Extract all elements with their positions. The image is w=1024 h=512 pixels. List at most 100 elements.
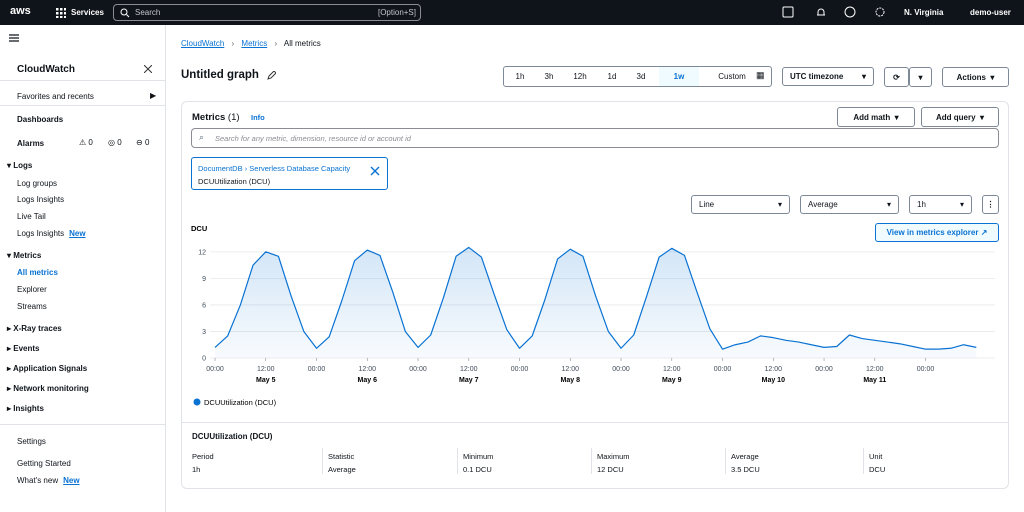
statistic[interactable]: Average ▾ <box>800 195 899 214</box>
edit-icon[interactable] <box>267 71 276 80</box>
top-icons <box>782 6 885 18</box>
crumb[interactable]: Metrics <box>241 39 268 48</box>
label: Actions <box>956 72 986 82</box>
add-math[interactable]: Add math ▾ <box>837 107 915 127</box>
label: Events <box>13 344 40 353</box>
crumb[interactable]: CloudWatch <box>181 39 225 48</box>
search-icon <box>120 8 130 18</box>
nav-group[interactable]: ▸ Events <box>7 344 40 353</box>
more[interactable]: ⋮ <box>982 195 999 214</box>
label: UTC timezone <box>790 72 844 81</box>
metrics-panel: Metrics (1) Info Add math ▾ Add query ▾ … <box>181 101 1009 489</box>
region[interactable]: N. Virginia <box>904 8 944 17</box>
summary-value: 12 DCU <box>597 465 624 474</box>
refresh-menu[interactable]: ▾ <box>909 67 932 87</box>
summary-label: Unit <box>869 452 883 461</box>
nav-item[interactable]: Logs Insights <box>17 195 65 204</box>
column-divider <box>591 448 592 474</box>
label: 1h <box>917 200 926 209</box>
nav-item[interactable]: Getting Started <box>17 459 71 468</box>
nav-item[interactable]: What's new New <box>17 476 80 485</box>
metric-token: DocumentDB › Serverless Database Capacit… <box>191 157 388 190</box>
nav-item-active[interactable]: All metrics <box>17 268 58 277</box>
range-option[interactable]: 3d <box>636 72 646 81</box>
nav-item[interactable]: Settings <box>17 437 46 446</box>
summary-title: DCUUtilization (DCU) <box>192 432 273 441</box>
time-range: 1h 3h 12h 1d 3d 1w Custom ▦ <box>503 66 772 87</box>
search-box[interactable]: Search [Option+S] <box>113 4 421 21</box>
logo[interactable]: aws <box>10 5 31 17</box>
label: Application Signals <box>12 364 88 373</box>
count: 0 <box>144 138 150 147</box>
column-divider <box>322 448 323 474</box>
nav-group[interactable]: ▸ Application Signals <box>7 364 88 373</box>
user[interactable]: demo-user <box>970 8 1011 17</box>
info[interactable]: Info <box>251 113 265 122</box>
summary-value: 3.5 DCU <box>731 465 760 474</box>
namespace: DocumentDB <box>198 164 243 173</box>
crumb-current: All metrics <box>283 39 321 48</box>
count: (1) <box>227 112 240 123</box>
refresh[interactable]: ⟳ <box>884 67 909 87</box>
nav-group[interactable]: ▸ Insights <box>7 404 44 413</box>
divider <box>0 424 165 425</box>
timezone-select[interactable]: UTC timezone ▾ <box>782 67 874 86</box>
range-option[interactable]: 3h <box>544 72 554 81</box>
grid-icon <box>56 8 66 18</box>
nav-group[interactable]: ▾ Logs <box>7 161 33 170</box>
nav-group[interactable]: ▸ X-Ray traces <box>7 324 62 333</box>
nav-item[interactable]: Streams <box>17 302 47 311</box>
summary: Period 1h Statistic Average Minimum 0.1 DCU Ma… <box>182 448 1008 478</box>
nav-item[interactable]: Live Tail <box>17 212 46 221</box>
label: Logs <box>13 161 33 170</box>
alarm-count: ⊖ 0 <box>136 138 150 147</box>
token-metric: DCUUtilization (DCU) <box>198 177 271 186</box>
nav-item[interactable]: Dashboards <box>17 115 64 124</box>
menu-icon[interactable] <box>9 34 19 42</box>
calendar-icon: ▦ <box>756 70 765 80</box>
label: Average <box>808 200 838 209</box>
divider <box>0 105 165 106</box>
graph-title[interactable]: Untitled graph <box>181 69 259 81</box>
breadcrumb: CloudWatch › Metrics › All metrics <box>181 39 321 48</box>
count: 0 <box>88 138 93 147</box>
range-option[interactable]: 12h <box>573 72 587 81</box>
graph-type[interactable]: Line ▾ <box>691 195 790 214</box>
placeholder: Search for any metric, dimension, resour… <box>215 134 411 143</box>
label: Metrics <box>13 251 42 260</box>
remove-token[interactable] <box>370 166 380 176</box>
metric-search[interactable]: ⌕ Search for any metric, dimension, reso… <box>191 128 999 148</box>
nav-item[interactable]: Explorer <box>17 285 47 294</box>
nav-group[interactable]: ▸ Network monitoring <box>7 384 89 393</box>
nav-item[interactable]: Log groups <box>17 179 58 188</box>
period[interactable]: 1h ▾ <box>909 195 972 214</box>
range-selected[interactable]: 1w <box>659 67 699 86</box>
label: Logs Insights <box>17 229 65 238</box>
sidebar-title: CloudWatch <box>17 64 75 75</box>
caret: ▶ <box>150 91 157 100</box>
nav-item[interactable]: Favorites and recents <box>17 92 94 101</box>
summary-value: 0.1 DCU <box>463 465 492 474</box>
range-option[interactable]: 1h <box>515 72 525 81</box>
group: Serverless Database Capacity <box>249 164 351 173</box>
nav-item[interactable]: Alarms <box>17 139 45 148</box>
summary-label: Statistic <box>328 452 355 461</box>
shortcut: [Option+S] <box>377 8 416 17</box>
actions[interactable]: Actions ▾ <box>942 67 1009 87</box>
close-icon[interactable] <box>144 65 152 73</box>
summary-label: Maximum <box>597 452 630 461</box>
nav-group[interactable]: ▾ Metrics <box>7 251 42 260</box>
label: Add query <box>935 112 976 122</box>
summary-value: Average <box>328 465 356 474</box>
panel-title: Metrics (1) <box>192 112 240 123</box>
label: Insights <box>13 404 44 413</box>
metrics-explorer[interactable]: View in metrics explorer ↗ <box>875 223 999 242</box>
services[interactable]: Services <box>71 8 104 17</box>
range-option[interactable]: Custom <box>718 72 746 81</box>
range-option[interactable]: 1d <box>607 72 617 81</box>
label: Line <box>699 200 715 209</box>
add-query[interactable]: Add query ▾ <box>921 107 999 127</box>
sidebar: CloudWatch Favorites and recents ▶ Dashb… <box>0 25 166 512</box>
nav-item[interactable]: Logs Insights New <box>17 229 86 238</box>
